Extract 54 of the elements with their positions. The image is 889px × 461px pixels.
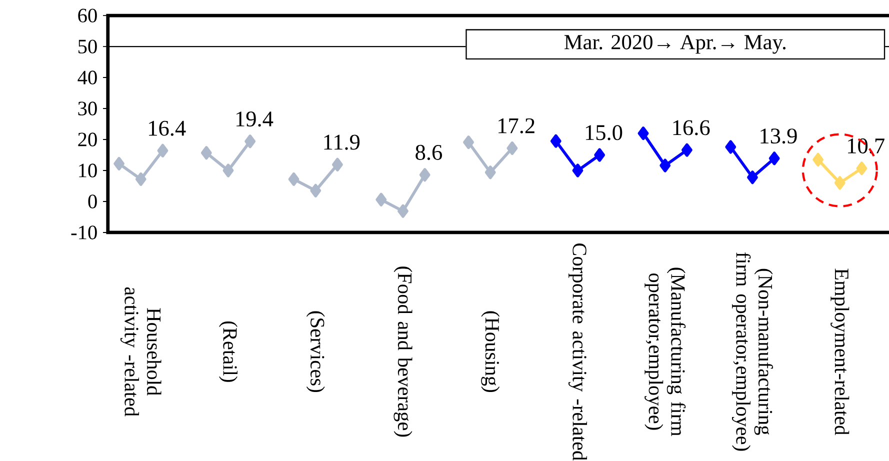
x-tick-label: (Manufacturing firm operator,employee): [644, 268, 686, 436]
point: [682, 143, 692, 157]
data-label: 13.9: [760, 128, 797, 144]
point: [660, 158, 671, 172]
point: [812, 152, 824, 166]
point: [594, 148, 606, 162]
point: [550, 134, 562, 148]
y-tick-label: 0: [88, 194, 97, 208]
data-label: 19.4: [236, 111, 274, 127]
y-tick-label: 50: [78, 40, 97, 54]
point: [725, 140, 736, 154]
data-label: 15.0: [586, 125, 622, 140]
point: [419, 168, 430, 182]
point: [332, 158, 343, 172]
data-label: 8.6: [416, 144, 442, 160]
y-tick-label: 60: [78, 8, 97, 22]
x-tick-label: (Non-manufacturing firm operator,employee): [732, 252, 773, 451]
point: [222, 164, 234, 178]
point: [834, 176, 846, 190]
point: [376, 192, 387, 206]
data-label: 11.9: [324, 134, 360, 150]
point: [463, 135, 474, 150]
data-label: 17.2: [498, 118, 534, 134]
data-label: 16.4: [149, 120, 186, 136]
x-tick-label: Employment-related: [830, 268, 850, 436]
point: [506, 141, 518, 155]
x-tick-label: (Housing): [481, 311, 500, 392]
x-tick-label: (Retail): [219, 321, 238, 382]
point: [135, 172, 146, 186]
data-label: 16.6: [673, 120, 710, 136]
annotation: Mar. 2020→ Apr.→ May.: [564, 34, 786, 54]
y-tick-label: -10: [71, 226, 97, 240]
x-tick-label: Corporate activity -related: [568, 243, 587, 460]
data-label: 10.7: [848, 138, 884, 154]
point: [747, 170, 758, 184]
x-tick-label: Household activity -related: [120, 287, 162, 416]
y-tick-label: 10: [79, 164, 97, 178]
point: [310, 184, 322, 198]
point: [200, 146, 212, 160]
point: [856, 162, 868, 176]
x-tick-label: (Food and beverage): [394, 266, 412, 437]
point: [244, 134, 256, 148]
point: [572, 164, 584, 178]
point: [288, 172, 300, 186]
y-tick-label: 30: [78, 102, 97, 116]
point: [114, 156, 124, 170]
point: [768, 152, 780, 166]
x-tick-label: (Services): [306, 311, 325, 392]
point: [398, 204, 408, 218]
point: [157, 144, 168, 158]
point: [638, 126, 649, 140]
y-tick-label: 40: [78, 70, 97, 84]
y-tick-label: 20: [78, 132, 97, 146]
point: [484, 166, 496, 180]
